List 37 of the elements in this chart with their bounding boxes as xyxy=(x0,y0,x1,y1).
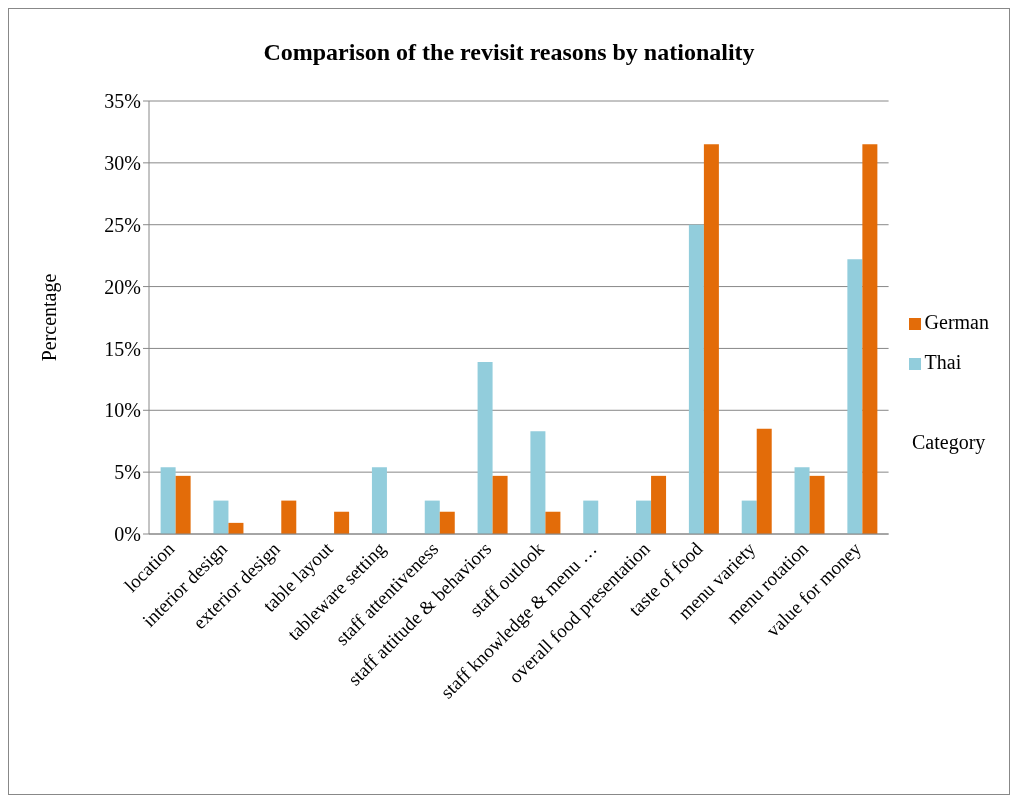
bar xyxy=(281,500,297,534)
bar xyxy=(477,362,493,534)
y-tick-label: 20% xyxy=(104,275,141,298)
bar xyxy=(688,224,704,534)
bar xyxy=(228,522,244,534)
bar xyxy=(809,475,825,534)
bar xyxy=(424,500,440,534)
bar xyxy=(756,428,772,534)
bar xyxy=(583,500,599,534)
y-tick-label: 10% xyxy=(104,399,141,422)
bar xyxy=(651,475,667,534)
y-axis-title: Percentage xyxy=(38,273,62,362)
y-tick-label: 15% xyxy=(104,337,141,360)
bar xyxy=(741,500,757,534)
legend-label: Thai xyxy=(924,350,962,373)
y-tick-label: 25% xyxy=(104,213,141,236)
bar xyxy=(492,475,508,534)
bar xyxy=(545,511,561,534)
bar xyxy=(530,431,546,534)
bar xyxy=(636,500,652,534)
bar xyxy=(794,467,810,534)
legend-label: German xyxy=(924,310,989,333)
chart-title: Comparison of the revisit reasons by nationality xyxy=(262,39,756,66)
bar xyxy=(334,511,350,534)
y-tick-label: 0% xyxy=(114,523,141,546)
y-tick-label: 35% xyxy=(104,90,141,113)
bar xyxy=(862,144,878,534)
bar xyxy=(703,144,719,534)
bar xyxy=(439,511,455,534)
y-tick-label: 30% xyxy=(104,151,141,174)
bar xyxy=(213,500,229,534)
x-axis-title: Category xyxy=(912,431,986,454)
y-tick-label: 5% xyxy=(114,461,141,484)
bar xyxy=(847,259,863,534)
bar xyxy=(175,475,191,534)
bar xyxy=(160,467,176,534)
bar xyxy=(371,467,387,534)
